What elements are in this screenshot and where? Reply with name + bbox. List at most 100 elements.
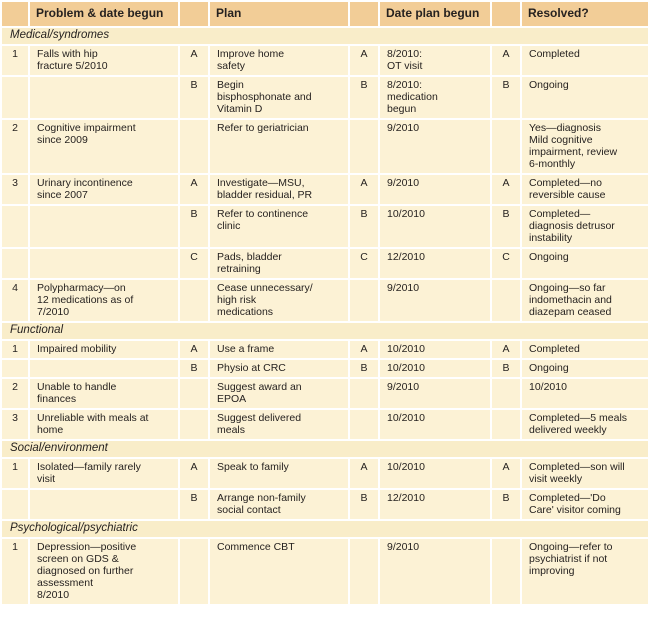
plan-cell: Cease unnecessary/ high risk medications	[210, 280, 348, 321]
resolved-cell: 10/2010	[522, 379, 648, 408]
plan-cell: Begin bisphosphonate and Vitamin D	[210, 77, 348, 118]
section-row: Functional	[2, 323, 648, 339]
table-row: B Refer to continence clinic B 10/2010 B Comp…	[2, 206, 648, 247]
plan-letter-cell: A	[180, 341, 208, 358]
header-date-letter-cell	[350, 2, 378, 26]
resolved-letter-cell	[492, 539, 520, 604]
resolved-letter-cell: A	[492, 341, 520, 358]
date-cell: 12/2010	[380, 249, 490, 278]
date-letter-cell	[350, 539, 378, 604]
row-number-cell: 1	[2, 46, 28, 75]
problem-cell	[30, 249, 178, 278]
date-cell: 9/2010	[380, 175, 490, 204]
header-date-cell: Date plan begun	[380, 2, 490, 26]
resolved-letter-cell: A	[492, 46, 520, 75]
section-label: Social/environment	[2, 441, 648, 457]
plan-letter-cell	[180, 410, 208, 439]
row-number-cell: 3	[2, 175, 28, 204]
header-number-cell	[2, 2, 28, 26]
resolved-letter-cell: B	[492, 206, 520, 247]
table-header-row: Problem & date begun Plan Date plan begu…	[2, 2, 648, 26]
section-row: Psychological/psychiatric	[2, 521, 648, 537]
problem-cell: Cognitive impairment since 2009	[30, 120, 178, 173]
date-cell: 8/2010: medication begun	[380, 77, 490, 118]
table-row: B Arrange non-family social contact B 12/20…	[2, 490, 648, 519]
resolved-letter-cell: B	[492, 360, 520, 377]
plan-letter-cell	[180, 120, 208, 173]
table-row: B Begin bisphosphonate and Vitamin D B 8/20…	[2, 77, 648, 118]
resolved-letter-cell: B	[492, 490, 520, 519]
date-cell: 10/2010	[380, 410, 490, 439]
plan-letter-cell: B	[180, 77, 208, 118]
care-plan-table: Problem & date begun Plan Date plan begu…	[0, 0, 650, 606]
problem-cell: Urinary incontinence since 2007	[30, 175, 178, 204]
header-resolved-letter-cell	[492, 2, 520, 26]
header-problem-cell: Problem & date begun	[30, 2, 178, 26]
plan-cell: Physio at CRC	[210, 360, 348, 377]
problem-cell	[30, 206, 178, 247]
resolved-cell: Completed	[522, 46, 648, 75]
date-cell: 8/2010: OT visit	[380, 46, 490, 75]
plan-cell: Pads, bladder retraining	[210, 249, 348, 278]
row-number-cell	[2, 490, 28, 519]
problem-cell: Polypharmacy—on 12 medications as of 7/2…	[30, 280, 178, 321]
plan-letter-cell	[180, 379, 208, 408]
resolved-letter-cell: C	[492, 249, 520, 278]
problem-cell	[30, 490, 178, 519]
resolved-cell: Yes—diagnosis Mild cognitive impairment,…	[522, 120, 648, 173]
plan-letter-cell: A	[180, 175, 208, 204]
date-cell: 9/2010	[380, 379, 490, 408]
problem-cell: Impaired mobility	[30, 341, 178, 358]
problem-cell	[30, 77, 178, 118]
plan-letter-cell: B	[180, 206, 208, 247]
resolved-cell: Completed—'Do Care' visitor coming	[522, 490, 648, 519]
resolved-cell: Completed—no reversible cause	[522, 175, 648, 204]
date-letter-cell: B	[350, 490, 378, 519]
row-number-cell	[2, 77, 28, 118]
date-cell: 12/2010	[380, 490, 490, 519]
date-letter-cell: A	[350, 459, 378, 488]
resolved-cell: Completed— diagnosis detrusor instabilit…	[522, 206, 648, 247]
resolved-cell: Completed—son will visit weekly	[522, 459, 648, 488]
plan-cell: Refer to continence clinic	[210, 206, 348, 247]
row-number-cell: 3	[2, 410, 28, 439]
date-letter-cell: B	[350, 77, 378, 118]
date-letter-cell	[350, 379, 378, 408]
date-letter-cell	[350, 280, 378, 321]
row-number-cell: 1	[2, 341, 28, 358]
resolved-letter-cell: B	[492, 77, 520, 118]
date-letter-cell	[350, 410, 378, 439]
plan-cell: Suggest award an EPOA	[210, 379, 348, 408]
section-label: Psychological/psychiatric	[2, 521, 648, 537]
row-number-cell	[2, 206, 28, 247]
plan-letter-cell: B	[180, 490, 208, 519]
resolved-cell: Ongoing—refer to psychiatrist if not imp…	[522, 539, 648, 604]
date-letter-cell: A	[350, 175, 378, 204]
plan-letter-cell: A	[180, 46, 208, 75]
resolved-letter-cell: A	[492, 459, 520, 488]
table-row: 2 Unable to handle finances Suggest award …	[2, 379, 648, 408]
table-row: 1 Isolated—family rarely visit A Speak to f…	[2, 459, 648, 488]
problem-cell: Isolated—family rarely visit	[30, 459, 178, 488]
header-plan-letter-cell	[180, 2, 208, 26]
section-row: Social/environment	[2, 441, 648, 457]
date-letter-cell: A	[350, 46, 378, 75]
table-row: 2 Cognitive impairment since 2009 Refer to…	[2, 120, 648, 173]
table-row: 1 Falls with hip fracture 5/2010 A Improve …	[2, 46, 648, 75]
plan-cell: Refer to geriatrician	[210, 120, 348, 173]
resolved-cell: Ongoing	[522, 360, 648, 377]
date-cell: 9/2010	[380, 280, 490, 321]
plan-cell: Use a frame	[210, 341, 348, 358]
resolved-letter-cell: A	[492, 175, 520, 204]
table-row: 3 Urinary incontinence since 2007 A Investi…	[2, 175, 648, 204]
plan-cell: Speak to family	[210, 459, 348, 488]
problem-cell: Falls with hip fracture 5/2010	[30, 46, 178, 75]
row-number-cell: 1	[2, 459, 28, 488]
plan-cell: Suggest delivered meals	[210, 410, 348, 439]
date-letter-cell: A	[350, 341, 378, 358]
date-cell: 10/2010	[380, 360, 490, 377]
resolved-cell: Completed	[522, 341, 648, 358]
resolved-letter-cell	[492, 120, 520, 173]
table-row: B Physio at CRC B 10/2010 B Ongoing	[2, 360, 648, 377]
resolved-letter-cell	[492, 379, 520, 408]
